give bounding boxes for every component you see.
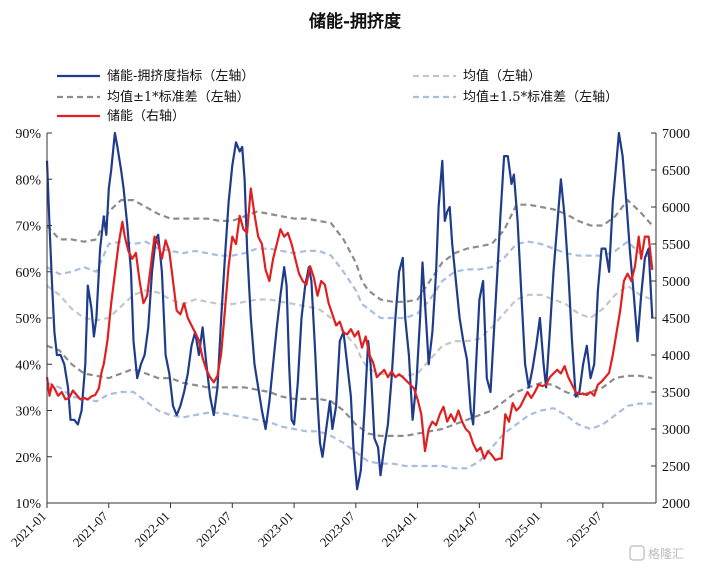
y-right-tick-label: 3000: [662, 423, 690, 438]
watermark-logo-icon: [629, 545, 645, 561]
x-tick-label: 2021-07: [70, 508, 112, 550]
y-left-tick-label: 30%: [15, 405, 41, 420]
series-std15-upper-line: [46, 240, 653, 320]
plot-area: [45, 131, 654, 491]
y-right-tick-label: 6500: [662, 164, 690, 179]
legend-label: 均值±1.5*标准差（左轴）: [463, 89, 618, 105]
y-right-tick-label: 3500: [662, 386, 690, 401]
x-tick-label: 2021-01: [8, 509, 49, 550]
legend-label: 储能（右轴）: [107, 109, 185, 124]
series-std15-lower-line: [46, 381, 653, 470]
x-tick-label: 2022-01: [131, 509, 172, 550]
y-left-tick-label: 20%: [15, 451, 41, 466]
legend-item-crowding: 储能-拥挤度指标（左轴）: [57, 68, 254, 84]
y-right-tick-label: 2500: [662, 460, 690, 475]
legend-label: 储能-拥挤度指标（左轴）: [107, 68, 254, 84]
x-tick-label: 2025-01: [502, 509, 543, 550]
series-index-line: [45, 187, 654, 462]
y-right-tick-label: 4500: [662, 312, 690, 327]
legend-item-std1: 均值±1*标准差（左轴）: [57, 89, 250, 105]
x-axis: 2021-01 2021-07 2022-01 2022-07 2023-01 2023-…: [8, 502, 656, 550]
chart-title: 储能-拥挤度: [309, 11, 402, 32]
series-std1-lower-line: [46, 344, 653, 437]
x-tick-label: 2024-01: [378, 509, 419, 550]
x-tick-label: 2023-07: [317, 508, 359, 550]
y-axis-left: 10% 20% 30% 40% 50% 60% 70% 80% 90%: [15, 127, 52, 512]
y-right-tick-label: 4000: [662, 349, 690, 364]
y-right-tick-label: 5500: [662, 238, 690, 253]
chart-legend: 储能-拥挤度指标（左轴） 均值（左轴） 均值±1*标准差（左轴） 均值±1.5*标准差…: [57, 68, 618, 124]
x-tick-label: 2025-07: [564, 508, 606, 550]
y-left-tick-label: 60%: [15, 266, 41, 281]
x-tick-label: 2022-07: [193, 508, 235, 550]
x-tick-label: 2024-07: [440, 508, 482, 550]
y-left-tick-label: 90%: [15, 127, 41, 142]
legend-item-std15: 均值±1.5*标准差（左轴）: [413, 89, 618, 105]
watermark-text: 格隆汇: [648, 546, 684, 561]
y-left-tick-label: 50%: [15, 312, 41, 327]
x-tick-label: 2023-01: [255, 509, 296, 550]
y-right-tick-label: 7000: [662, 127, 690, 142]
y-right-tick-label: 5000: [662, 275, 690, 290]
y-left-tick-label: 80%: [15, 173, 41, 188]
legend-item-index: 储能（右轴）: [57, 109, 185, 124]
legend-label: 均值±1*标准差（左轴）: [107, 89, 250, 105]
y-left-tick-label: 10%: [15, 497, 41, 512]
y-right-tick-label: 6000: [662, 201, 690, 216]
y-left-tick-label: 40%: [15, 358, 41, 373]
legend-label: 均值（左轴）: [463, 68, 541, 84]
y-axis-right: 2000 2500 3000 3500 4000 4500 5000 5500 6000 6500…: [651, 127, 690, 512]
series-crowding-line: [45, 131, 654, 491]
watermark: 格隆汇: [629, 545, 684, 561]
legend-item-mean: 均值（左轴）: [413, 68, 541, 84]
y-right-tick-label: 2000: [662, 497, 690, 512]
y-left-tick-label: 70%: [15, 220, 41, 235]
series-std1-upper-line: [46, 199, 654, 303]
